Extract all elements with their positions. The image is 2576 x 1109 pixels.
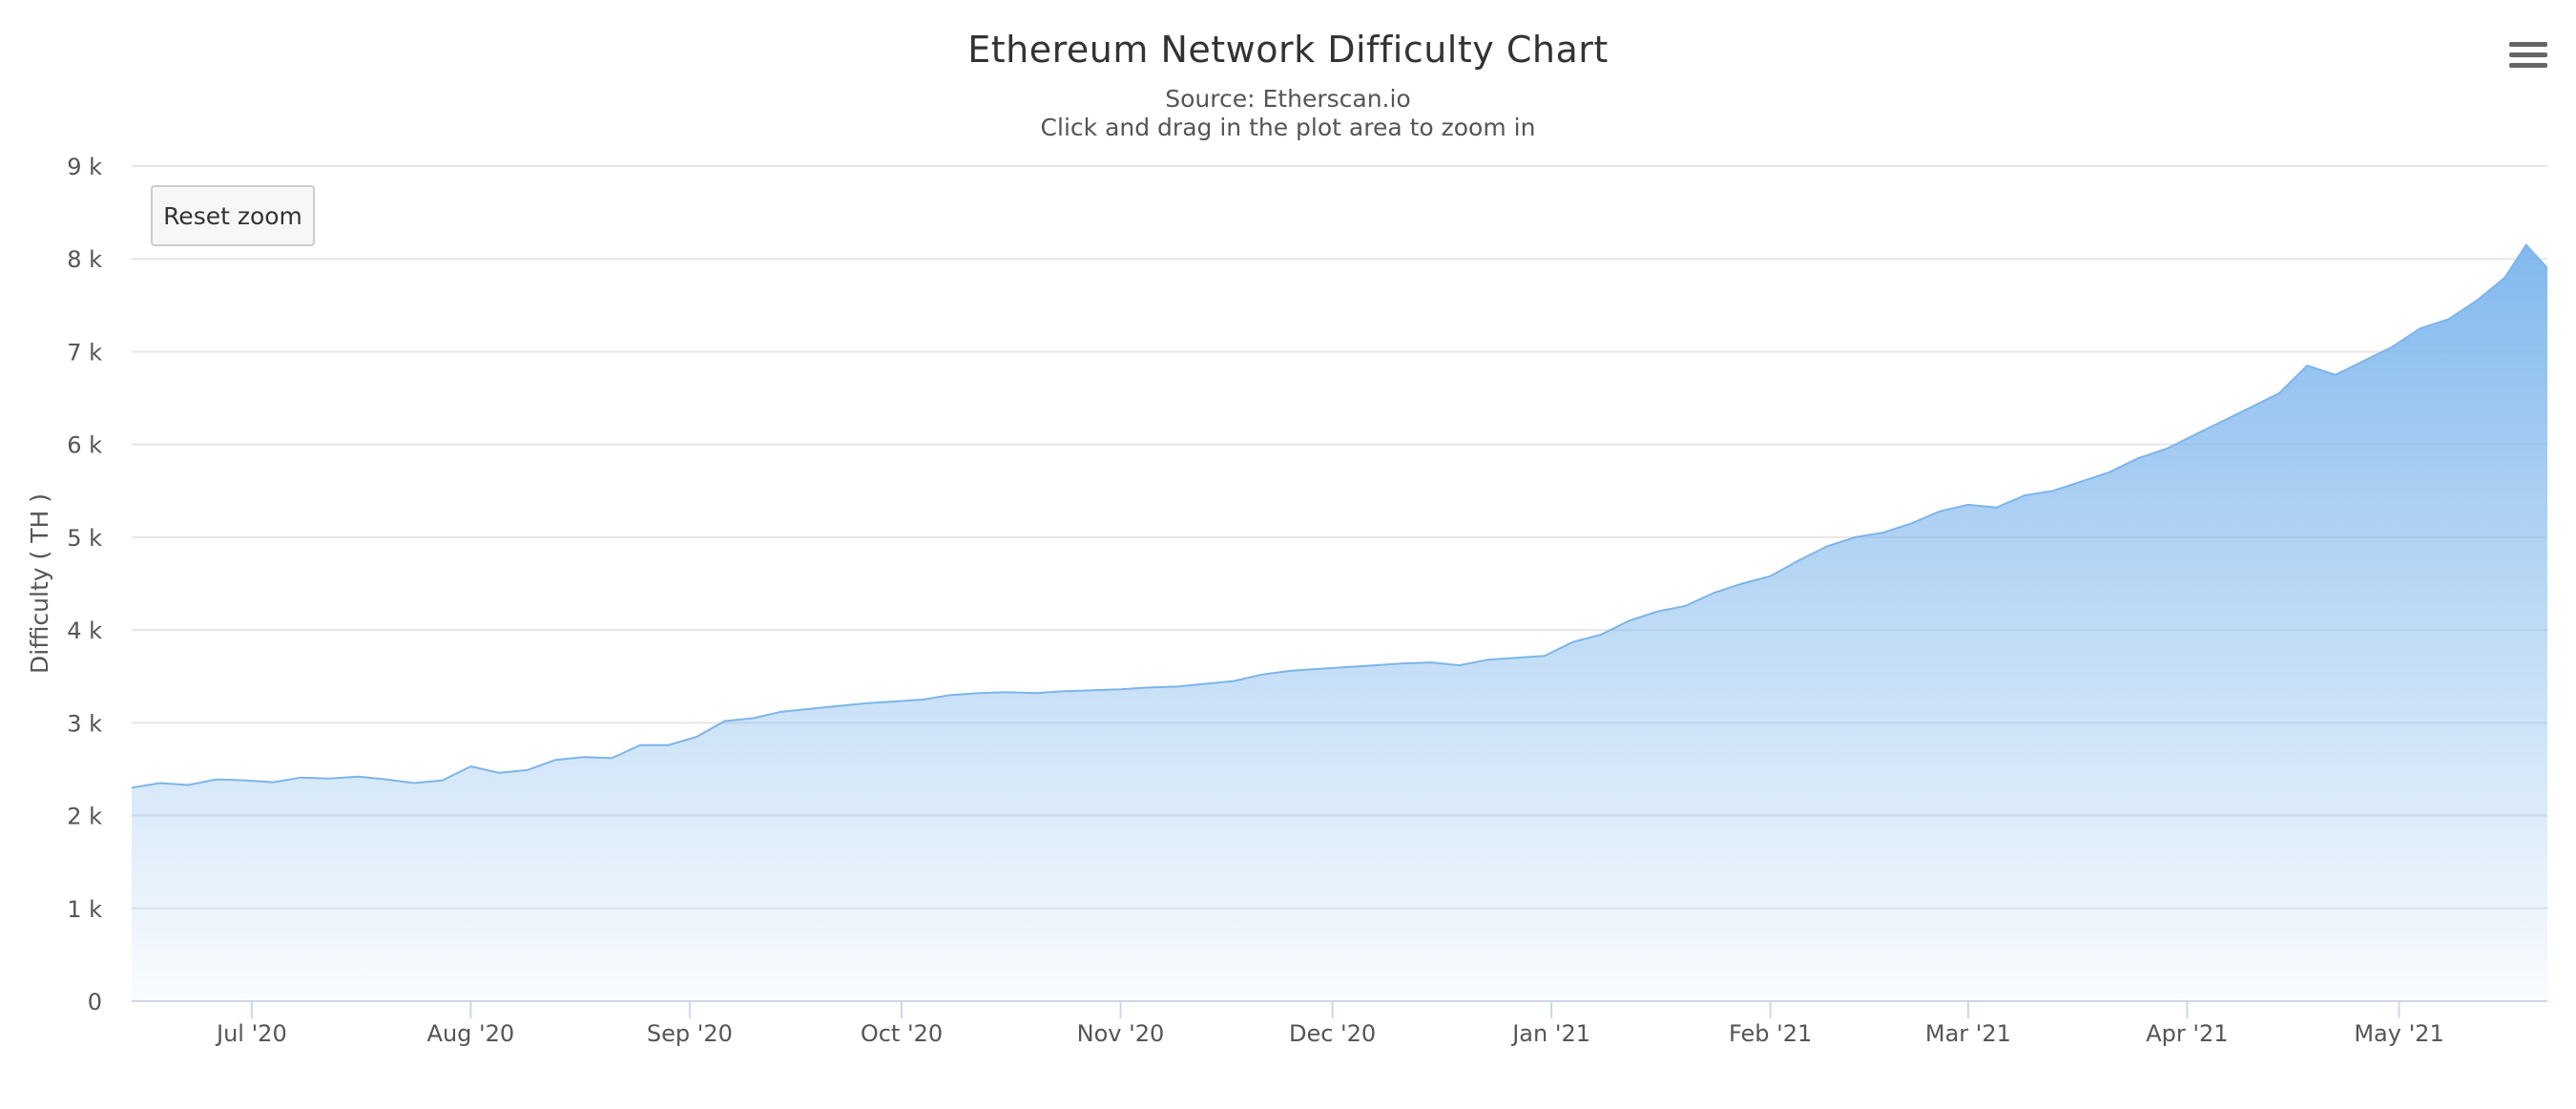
x-tick-label: Aug '20	[427, 1020, 515, 1047]
x-tick-label: Dec '20	[1289, 1020, 1376, 1047]
chart-title: Ethereum Network Difficulty Chart	[967, 29, 1609, 71]
x-tick-label: Mar '21	[1925, 1020, 2011, 1047]
y-tick-label: 9 k	[67, 154, 102, 180]
y-tick-label: 3 k	[67, 710, 102, 737]
y-tick-label: 6 k	[67, 432, 102, 459]
y-tick-label: 4 k	[67, 617, 102, 644]
y-tick-label: 0	[88, 989, 102, 1015]
x-tick-label: Nov '20	[1077, 1020, 1165, 1047]
reset-zoom-button[interactable]: Reset zoom	[151, 185, 315, 246]
y-tick-label: 8 k	[67, 246, 102, 273]
series-area	[132, 244, 2547, 1002]
y-tick-label: 2 k	[67, 804, 102, 830]
y-tick-label: 5 k	[67, 525, 102, 552]
menu-bar	[2509, 63, 2547, 68]
y-tick-label: 7 k	[67, 339, 102, 366]
y-axis-title: Difficulty ( TH )	[26, 493, 53, 674]
x-tick-label: Oct '20	[861, 1020, 943, 1047]
x-tick-label: Jul '20	[215, 1020, 287, 1047]
menu-bar	[2509, 42, 2547, 47]
hamburger-icon[interactable]	[2509, 42, 2547, 76]
x-tick-label: Sep '20	[647, 1020, 733, 1047]
x-tick-label: May '21	[2354, 1020, 2443, 1047]
chart-subtitle-source: Source: Etherscan.io	[1165, 85, 1411, 113]
chart-subtitle-hint: Click and drag in the plot area to zoom …	[1040, 114, 1536, 141]
x-tick-label: Jan '21	[1510, 1020, 1590, 1047]
x-tick-label: Feb '21	[1729, 1020, 1812, 1047]
x-tick-label: Apr '21	[2146, 1020, 2228, 1047]
menu-bar	[2509, 52, 2547, 57]
y-tick-label: 1 k	[67, 896, 102, 923]
series-line	[131, 242, 2548, 789]
